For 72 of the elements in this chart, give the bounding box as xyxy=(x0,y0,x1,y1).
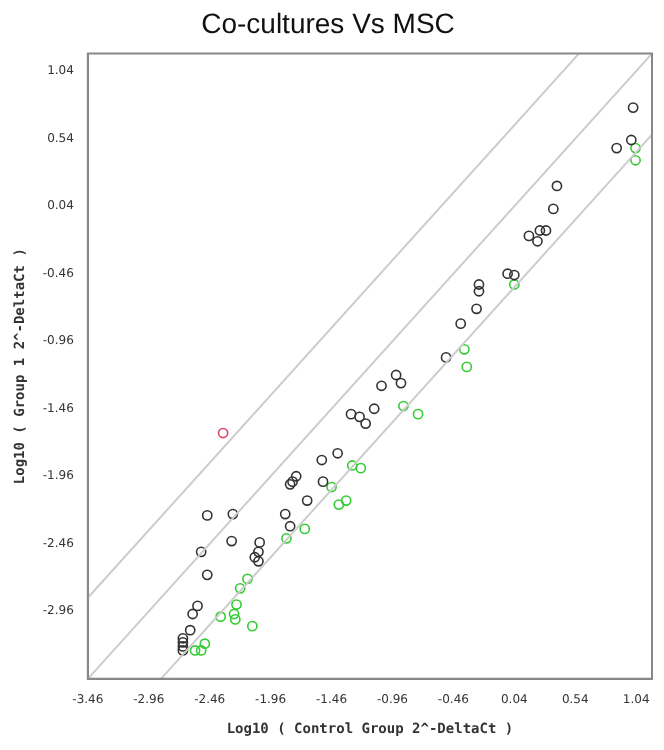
point xyxy=(242,573,253,585)
point xyxy=(355,462,367,474)
point xyxy=(189,645,201,656)
point xyxy=(201,510,213,521)
point xyxy=(184,624,196,636)
point xyxy=(333,499,345,511)
point xyxy=(177,640,189,652)
point xyxy=(551,180,563,192)
point xyxy=(508,279,520,290)
point xyxy=(228,608,240,620)
point xyxy=(627,102,639,114)
point xyxy=(317,476,329,488)
point xyxy=(346,460,358,471)
point xyxy=(630,154,641,166)
point xyxy=(471,303,482,315)
point xyxy=(301,495,313,506)
point xyxy=(246,620,258,632)
point xyxy=(234,582,246,594)
point xyxy=(368,403,380,415)
point xyxy=(226,535,238,547)
point xyxy=(630,142,641,154)
point xyxy=(412,408,424,420)
point xyxy=(326,481,337,493)
chart-title: Co-cultures Vs MSC xyxy=(201,6,455,39)
point xyxy=(540,225,552,236)
point xyxy=(199,638,211,650)
point xyxy=(332,447,344,459)
point xyxy=(229,613,241,625)
point xyxy=(279,508,291,520)
point xyxy=(253,555,264,567)
point xyxy=(360,418,372,429)
point xyxy=(284,520,296,532)
point xyxy=(340,495,352,506)
point xyxy=(473,285,485,297)
point xyxy=(316,454,328,466)
point xyxy=(281,532,292,544)
point xyxy=(195,546,207,558)
point xyxy=(231,599,242,610)
point xyxy=(227,508,239,520)
point xyxy=(345,408,357,420)
point xyxy=(249,551,261,563)
point xyxy=(455,318,467,330)
point xyxy=(534,225,546,236)
point xyxy=(354,411,365,423)
point xyxy=(473,279,485,290)
point xyxy=(215,611,227,623)
point xyxy=(395,377,407,389)
point xyxy=(201,569,213,581)
point xyxy=(547,203,559,215)
point xyxy=(523,230,535,242)
point xyxy=(398,400,409,412)
point xyxy=(217,427,229,439)
point xyxy=(192,600,203,612)
point xyxy=(461,361,473,373)
point xyxy=(290,470,302,482)
point xyxy=(458,343,470,355)
point xyxy=(187,608,199,620)
point xyxy=(177,632,189,644)
point xyxy=(440,352,452,363)
point xyxy=(299,523,311,535)
point xyxy=(502,268,514,280)
point xyxy=(508,269,520,281)
point xyxy=(254,537,266,548)
point xyxy=(532,235,543,247)
point xyxy=(195,645,207,656)
point xyxy=(177,645,189,656)
point xyxy=(611,142,623,154)
point xyxy=(177,636,189,648)
point xyxy=(253,546,264,558)
point xyxy=(390,369,402,381)
point xyxy=(376,380,387,392)
point xyxy=(625,134,637,146)
